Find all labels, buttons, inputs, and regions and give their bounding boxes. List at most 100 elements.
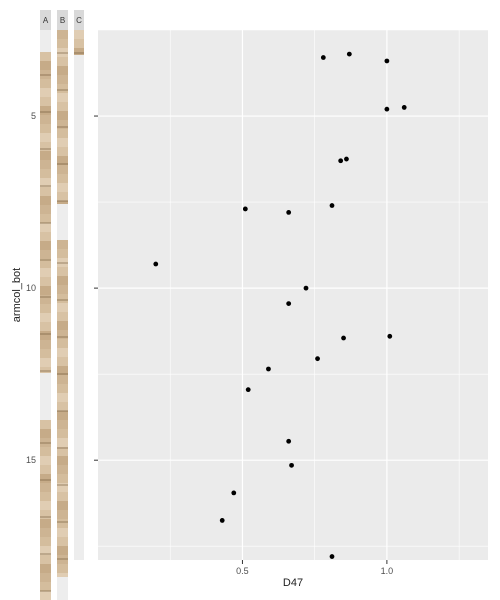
core-texture-band [40, 124, 51, 133]
core-texture-band [57, 120, 68, 129]
data-point [384, 58, 390, 64]
data-point [401, 105, 407, 110]
core-texture-band [40, 133, 51, 142]
data-point [344, 156, 349, 162]
core-texture-band [40, 97, 51, 106]
core-texture-band [40, 447, 51, 456]
core-texture-band [57, 438, 68, 447]
core-texture-band [57, 249, 68, 258]
data-point [341, 335, 346, 341]
y-tick-label: 15 [26, 455, 36, 465]
strip-label: B [60, 16, 65, 25]
core-texture-band [40, 313, 51, 322]
core-texture-band [57, 312, 68, 321]
strip-label: C [76, 16, 82, 25]
core-texture-band [40, 501, 51, 510]
core-image-strips: A B C [40, 10, 84, 600]
strip-header [40, 10, 51, 30]
data-point [338, 158, 344, 164]
data-point [289, 462, 294, 468]
core-texture-band [40, 295, 51, 304]
core-texture-band [57, 510, 68, 519]
core-texture-band [74, 30, 84, 39]
core-texture-band [40, 546, 51, 555]
core-texture-band [40, 115, 51, 124]
core-texture-band [57, 330, 68, 339]
core-texture-band [57, 483, 68, 492]
data-points [153, 51, 407, 559]
core-texture-band [57, 321, 68, 330]
plot-panel [98, 30, 488, 560]
core-texture-band [57, 66, 68, 75]
data-point [315, 356, 320, 362]
core-texture-band [57, 420, 68, 429]
core-texture-band [40, 367, 51, 373]
axes: 0.5 1.0 5 10 15 [26, 111, 393, 576]
core-texture-band [57, 393, 68, 402]
core-texture-band [40, 420, 51, 429]
data-point [219, 518, 225, 523]
data-point [346, 51, 352, 57]
x-tick-label: 0.5 [236, 566, 249, 576]
core-texture-band [40, 510, 51, 519]
core-texture-band [40, 591, 51, 600]
core-texture-band [57, 474, 68, 483]
core-texture-band [40, 70, 51, 79]
strip-background [74, 30, 84, 560]
core-texture-band [57, 537, 68, 546]
core-texture-band [57, 39, 68, 48]
core-texture-band [57, 447, 68, 456]
core-texture-band [40, 474, 51, 483]
data-point [329, 554, 335, 559]
data-point [286, 301, 292, 307]
core-texture-band [40, 492, 51, 501]
core-texture-band [57, 519, 68, 528]
core-texture-band [57, 285, 68, 294]
core-texture-band [57, 57, 68, 66]
core-texture-band [40, 214, 51, 223]
data-point [329, 203, 335, 208]
core-texture-band [40, 438, 51, 447]
core-texture-band [57, 411, 68, 420]
core-texture-band [57, 339, 68, 348]
core-texture-band [40, 537, 51, 546]
core-texture-band [57, 456, 68, 465]
grid-lines [98, 29, 488, 560]
core-texture-band [57, 366, 68, 375]
core-texture-band [57, 375, 68, 384]
core-texture-band [40, 52, 51, 61]
core-strip: B [57, 10, 68, 600]
core-strip: A [40, 10, 51, 600]
core-texture-band [40, 151, 51, 160]
core-texture-band [57, 564, 68, 573]
data-point [231, 490, 237, 496]
data-point [303, 285, 309, 291]
core-texture-band [40, 286, 51, 295]
core-texture-band [40, 61, 51, 70]
core-texture-band [40, 223, 51, 232]
core-texture-band [40, 519, 51, 528]
data-point [286, 438, 292, 444]
core-texture-band [57, 492, 68, 501]
core-texture-band [74, 39, 84, 48]
core-texture-band [57, 75, 68, 84]
core-texture-band [57, 111, 68, 120]
core-texture-band [40, 268, 51, 277]
core-texture-band [57, 48, 68, 57]
core-texture-band [40, 340, 51, 349]
core-texture-band [74, 48, 84, 55]
y-axis-title: armcol_bot [11, 268, 23, 322]
core-texture-band [40, 331, 51, 340]
core-texture-band [57, 183, 68, 192]
core-texture-band [40, 349, 51, 358]
core-texture-band [57, 303, 68, 312]
core-texture-band [40, 259, 51, 268]
strip-label: A [43, 16, 49, 25]
core-texture-band [57, 174, 68, 183]
core-texture-band [40, 304, 51, 313]
core-texture-band [40, 142, 51, 151]
data-point [242, 206, 248, 212]
core-texture-band [40, 429, 51, 438]
core-texture-band [40, 160, 51, 169]
